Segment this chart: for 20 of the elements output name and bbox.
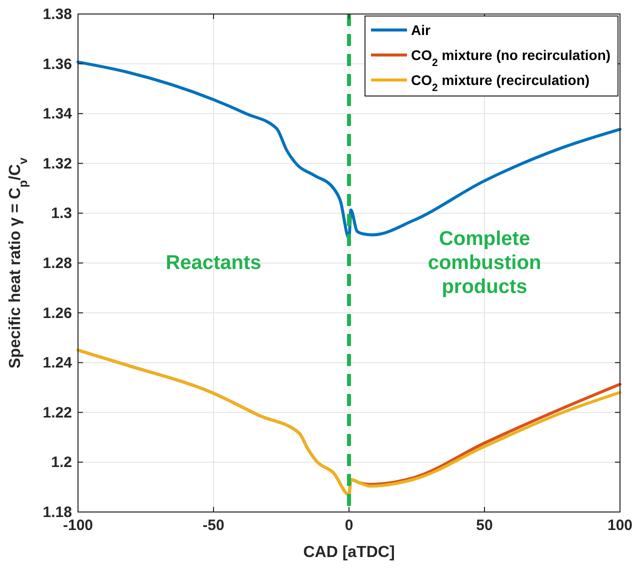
legend-label: CO$_{2}$ mixture (recirculation) xyxy=(411,72,590,94)
y-tick-label: 1.36 xyxy=(42,56,72,73)
x-tick-label: -50 xyxy=(202,517,224,534)
y-tick-label: 1.28 xyxy=(42,255,72,272)
y-tick-label: 1.22 xyxy=(42,404,72,422)
x-axis-title: CAD [aTDC] xyxy=(303,544,395,561)
x-tick-label: 0 xyxy=(344,517,354,534)
y-tick-label: 1.32 xyxy=(42,155,72,172)
x-tick-label: 100 xyxy=(607,517,633,534)
y-tick-label: 1.38 xyxy=(42,6,72,23)
x-tick-label: 50 xyxy=(476,517,493,534)
annotation: Complete combustion products xyxy=(428,228,542,298)
legend-label: CO$_{2}$ mixture (no recirculation) xyxy=(411,47,611,69)
y-tick-label: 1.26 xyxy=(42,304,72,322)
annotation: Reactants xyxy=(166,252,262,274)
legend-label: Air xyxy=(411,22,431,38)
y-tick-label: 1.34 xyxy=(42,106,73,123)
y-tick-label: 1.24 xyxy=(42,354,73,372)
y-tick-label: 1.2 xyxy=(51,454,72,472)
y-tick-label: 1.3 xyxy=(51,205,72,222)
